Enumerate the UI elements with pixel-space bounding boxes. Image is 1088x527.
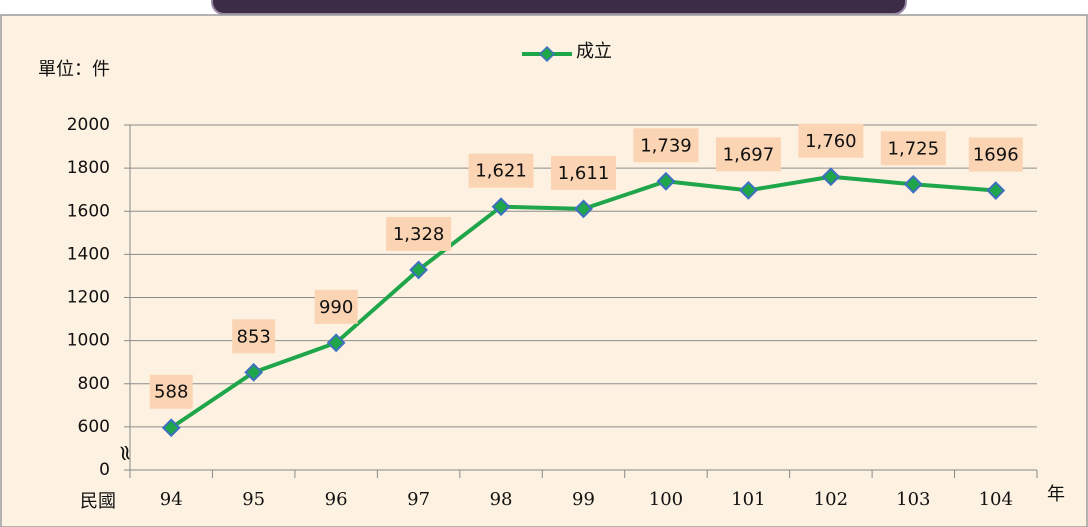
legend-label: 成立 (576, 41, 612, 62)
data-label: 853 (237, 326, 271, 347)
y-tick-label: 1800 (67, 158, 110, 178)
data-label-box (386, 216, 452, 251)
data-label-box (314, 289, 358, 324)
point-marker (821, 167, 841, 187)
point-marker (986, 181, 1006, 200)
data-label: 1,760 (805, 131, 857, 152)
point-marker (326, 333, 346, 353)
data-label: 990 (319, 297, 353, 318)
point-marker (491, 197, 511, 217)
x-axis-unit: 年 (1047, 484, 1065, 505)
x-tick-label: 100 (649, 489, 683, 510)
x-tick-label: 103 (896, 489, 930, 510)
y-tick-label: 0 (99, 460, 110, 480)
data-label: 1,697 (723, 144, 775, 165)
data-label-box (968, 137, 1023, 172)
x-tick-label: 98 (490, 489, 513, 510)
point-marker (738, 180, 758, 200)
data-label-box (880, 131, 946, 166)
data-label-box (551, 155, 616, 190)
y-tick-label: 1400 (67, 244, 110, 264)
point-marker (409, 260, 429, 280)
chart-frame (0, 14, 1088, 527)
x-tick-label: 99 (572, 489, 595, 510)
x-tick-label: 94 (160, 489, 183, 510)
y-tick-label: 1000 (67, 331, 110, 351)
data-label: 1,611 (558, 163, 610, 184)
data-label-box (468, 153, 534, 188)
x-tick-label: 97 (407, 489, 430, 510)
y-tick-label: 800 (78, 374, 110, 394)
top-bar (211, 0, 907, 15)
y-tick-label: 1200 (67, 288, 110, 308)
unit-label: 單位：件 (38, 59, 110, 80)
legend-marker (538, 45, 556, 63)
point-marker (244, 362, 264, 382)
point-marker (574, 199, 593, 219)
point-marker (656, 171, 676, 191)
x-tick-label: 101 (731, 489, 765, 510)
data-label: 588 (154, 382, 188, 403)
x-tick-label: 104 (979, 489, 1013, 510)
data-label-box (232, 319, 276, 354)
axis-break: ≈ (111, 442, 139, 464)
data-label: 1,739 (640, 135, 692, 156)
point-marker (903, 174, 923, 194)
data-label-box (149, 374, 193, 409)
x-tick-label: 95 (242, 489, 265, 510)
y-tick-label: 1600 (67, 201, 110, 221)
data-label: 1,725 (888, 138, 940, 159)
data-label-box (798, 123, 864, 158)
x-tick-label: 96 (325, 489, 348, 510)
y-tick-label: 600 (78, 417, 110, 437)
data-label: 1696 (973, 145, 1019, 166)
point-marker (161, 418, 181, 438)
data-label-box (715, 137, 781, 172)
data-label-box (633, 128, 699, 163)
data-label: 1,621 (475, 161, 527, 182)
y-tick-label: 2000 (67, 115, 110, 135)
x-tick-label: 102 (814, 489, 848, 510)
data-label: 1,328 (393, 224, 445, 245)
x-axis-label: 民國 (80, 491, 116, 512)
